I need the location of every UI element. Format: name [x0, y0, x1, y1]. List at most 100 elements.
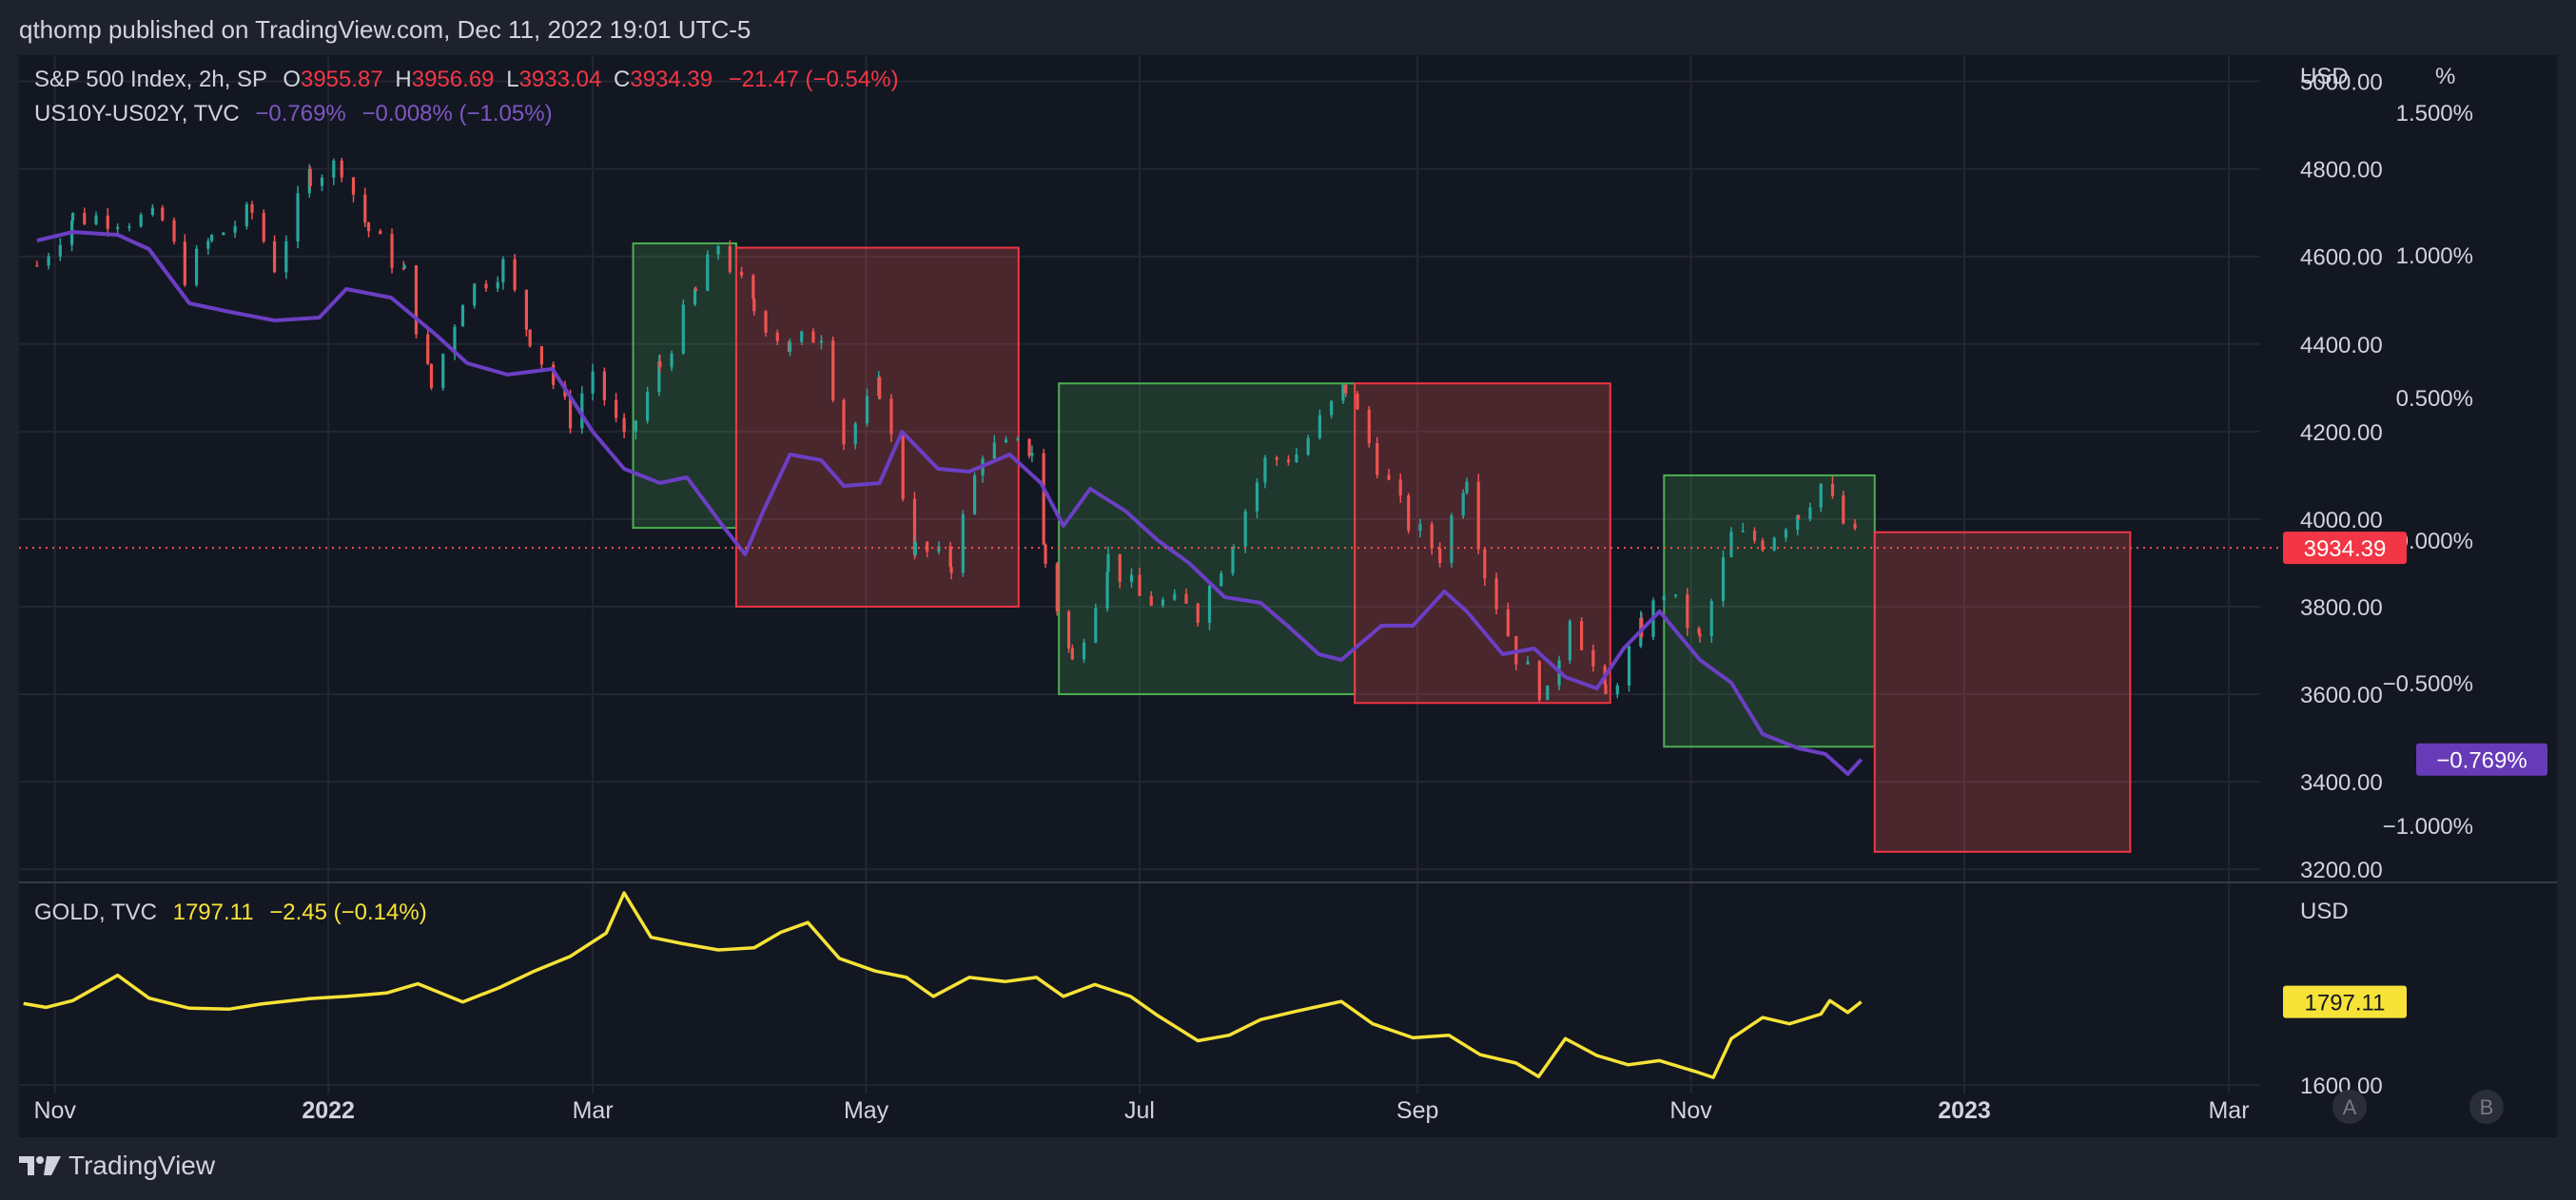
candle-down: [1138, 574, 1142, 596]
candle-down: [35, 264, 39, 267]
candle-down: [1438, 548, 1442, 563]
candle-down: [1830, 483, 1835, 496]
candle-down: [764, 311, 768, 333]
candle-up: [1741, 531, 1745, 532]
x-tick-label: Nov: [1669, 1097, 1712, 1124]
candle-up: [460, 305, 465, 327]
candle-down: [739, 271, 744, 276]
candle-down: [568, 397, 573, 429]
candle-up: [1295, 454, 1298, 463]
candle-down: [161, 207, 165, 221]
y-right-tick-label: 1.000%: [2396, 243, 2473, 269]
candle-down: [1184, 593, 1188, 604]
candle-up: [496, 281, 499, 289]
candle-up: [1627, 646, 1631, 686]
candle-up: [1465, 481, 1469, 494]
candle-down: [775, 332, 779, 341]
candle-up: [716, 246, 720, 255]
candle-down: [1118, 553, 1122, 582]
spread-legend-change: −0.008% (−1.05%): [361, 101, 553, 126]
candle-up: [296, 193, 300, 242]
candle-up: [1106, 553, 1110, 572]
y-left-tick-label: 3200.00: [2300, 858, 2383, 883]
x-tick-label: 2023: [1938, 1097, 1991, 1124]
candle-up: [1796, 514, 1800, 531]
y-left-tick-label: 4200.00: [2300, 420, 2383, 446]
spx-legend-c-label: C: [614, 67, 631, 92]
candle-down: [351, 177, 356, 195]
candle-down: [1537, 661, 1541, 701]
candle-down: [615, 399, 618, 418]
candle-down: [1752, 531, 1757, 541]
candle-down: [1149, 595, 1153, 606]
candle-up: [1729, 532, 1733, 557]
y-right-tick-label: 0.500%: [2396, 386, 2473, 412]
candle-up: [634, 420, 637, 433]
gold-legend-name: GOLD, TVC: [34, 900, 157, 925]
candle-up: [800, 331, 804, 342]
spx-legend-h-value: 3956.69: [411, 67, 495, 92]
candle-down: [1506, 609, 1510, 637]
y-left-tick-label: 3600.00: [2300, 683, 2383, 708]
candle-up: [58, 244, 62, 257]
candle-down: [1853, 523, 1857, 529]
candle-down: [363, 194, 367, 223]
candle-down: [728, 246, 732, 272]
candle-down: [889, 398, 893, 435]
spx-price-tag: 3934.39: [2304, 536, 2387, 562]
candle-up: [1004, 439, 1008, 443]
candle-up: [1772, 537, 1776, 551]
candle-up: [657, 360, 661, 393]
candle-down: [622, 417, 626, 433]
spx-legend: S&P 500 Index, 2h, SP O3955.87 H3956.69 …: [34, 67, 899, 93]
candle-up: [1129, 574, 1134, 582]
y-left-tick-label: 4800.00: [2300, 158, 2383, 184]
chart-area[interactable]: Nov 2022 Mar May Jul Sep Nov 2023 Mar 5000.00 4800…: [0, 0, 2576, 1137]
candle-down: [1580, 621, 1584, 650]
tradingview-logo[interactable]: TradingView: [19, 1151, 215, 1181]
candle-up: [332, 160, 336, 178]
candle-down: [1356, 393, 1359, 410]
tradingview-logo-icon: [19, 1156, 61, 1175]
candle-up: [210, 235, 214, 242]
spx-legend-o-label: O: [283, 67, 301, 92]
candle-up: [402, 265, 406, 269]
candle-up: [1255, 482, 1259, 512]
spx-price-tag-bg: [2283, 532, 2407, 565]
candle-up: [670, 353, 673, 368]
candle-down: [379, 230, 382, 235]
candle-down: [183, 242, 186, 285]
candle-up: [116, 226, 120, 229]
candle-down: [390, 234, 394, 268]
candle-up: [320, 177, 324, 186]
candle-down: [106, 215, 109, 229]
candle-down: [1055, 563, 1059, 612]
candle-up: [1207, 586, 1212, 623]
candle-down: [811, 331, 815, 343]
gold-line: [23, 891, 1863, 1079]
scale-button-a[interactable]: [2332, 1090, 2367, 1124]
candle-down: [1344, 384, 1348, 394]
candle-down: [751, 275, 755, 300]
scale-button-b[interactable]: [2469, 1090, 2504, 1124]
candle-up: [972, 475, 977, 514]
candle-down: [752, 299, 756, 312]
candle-down: [1376, 443, 1379, 475]
candle-up: [591, 371, 595, 394]
candle-up: [646, 392, 650, 421]
candle-down: [901, 435, 905, 499]
green-range-box: [632, 242, 737, 530]
spx-legend-c-value: 3934.39: [630, 67, 713, 92]
footer: TradingView: [0, 1137, 2576, 1200]
red-range-box: [1873, 531, 2132, 853]
candle-up: [1173, 593, 1177, 600]
candle-up: [1094, 608, 1098, 643]
publisher-bar: qthomp published on TradingView.com, Dec…: [0, 0, 2576, 55]
candle-up: [70, 212, 75, 222]
candle-down: [1842, 495, 1845, 524]
x-tick-label: Jul: [1124, 1097, 1155, 1124]
spx-legend-l-label: L: [506, 67, 519, 92]
candle-up: [1341, 384, 1345, 401]
candle-down: [1367, 409, 1371, 444]
y-right-tick-label: −1.000%: [2383, 814, 2473, 840]
